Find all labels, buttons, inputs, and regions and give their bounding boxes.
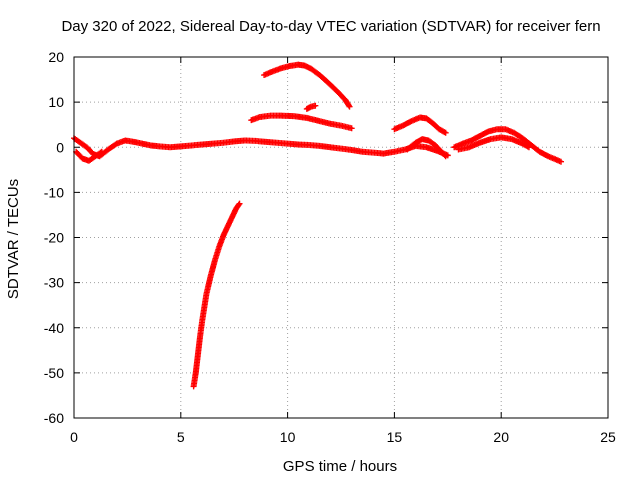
data-point	[525, 144, 532, 151]
series-late-arc	[451, 126, 565, 165]
series-dip-start	[73, 148, 105, 164]
x-tick-label: 25	[600, 429, 616, 445]
y-tick-label: -50	[44, 365, 64, 381]
data-point	[346, 103, 353, 110]
series-upper-arc	[261, 61, 353, 110]
y-tick-label: -60	[44, 410, 64, 426]
data-point	[442, 129, 449, 136]
data-point	[441, 129, 448, 136]
data-point	[442, 153, 449, 160]
series-main-baseline	[71, 135, 451, 160]
x-tick-label: 0	[70, 429, 78, 445]
series-hump-upper	[391, 114, 449, 136]
data-point	[97, 149, 104, 156]
y-tick-label: -40	[44, 320, 64, 336]
series-hump-lower	[404, 136, 449, 160]
data-point	[235, 201, 242, 208]
y-tick-label: 10	[48, 94, 64, 110]
data-point	[558, 158, 565, 165]
series-late-lower	[455, 134, 532, 153]
grid-lines	[74, 57, 608, 418]
data-series	[71, 61, 565, 390]
data-point	[312, 102, 319, 109]
x-axis-ticks: 0 5 10 15 20 25	[70, 57, 616, 445]
x-tick-label: 20	[493, 429, 509, 445]
y-tick-label: 20	[48, 49, 64, 65]
x-tick-label: 5	[177, 429, 185, 445]
y-axis-ticks: 20 10 0 -10 -20 -30 -40 -50 -60	[44, 49, 608, 426]
y-axis-label: SDTVAR / TECUs	[5, 179, 22, 299]
data-point	[98, 148, 105, 155]
series-steep-rise	[190, 200, 243, 390]
data-point	[441, 152, 448, 159]
y-tick-label: -30	[44, 275, 64, 291]
x-axis-label: GPS time / hours	[283, 458, 397, 475]
y-tick-label: 0	[56, 139, 64, 155]
series-short-segment	[303, 102, 319, 112]
data-point	[345, 102, 352, 109]
data-point	[524, 143, 531, 150]
data-point	[348, 125, 355, 132]
y-tick-label: -10	[44, 184, 64, 200]
chart-title: Day 320 of 2022, Sidereal Day-to-day VTE…	[61, 18, 600, 35]
y-tick-label: -20	[44, 230, 64, 246]
x-tick-label: 15	[387, 429, 403, 445]
x-tick-label: 10	[280, 429, 296, 445]
series-mid-band	[248, 112, 355, 132]
data-point	[236, 200, 243, 207]
plot-frame	[73, 56, 609, 419]
